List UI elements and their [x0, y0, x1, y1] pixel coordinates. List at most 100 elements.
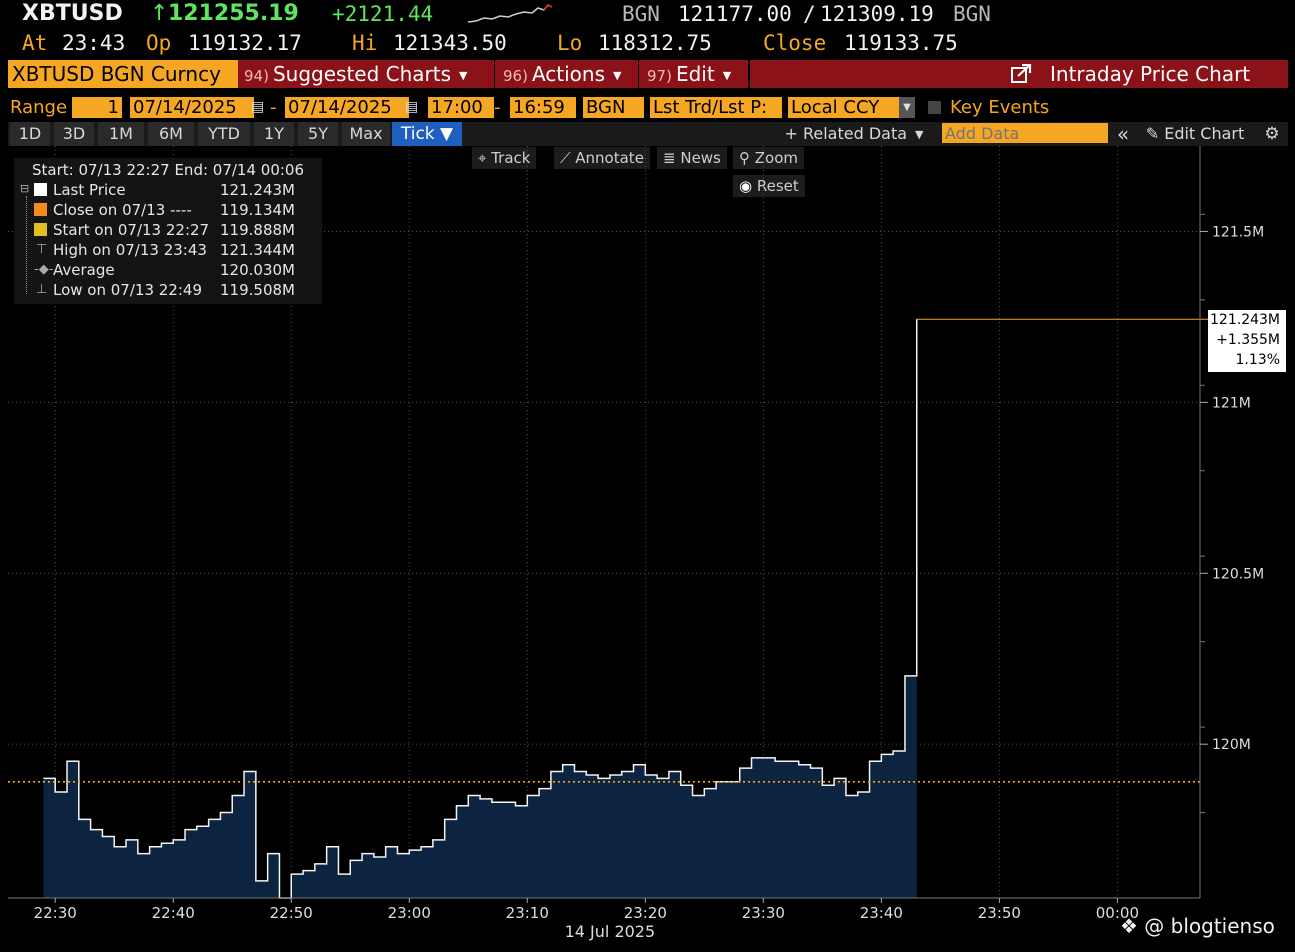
range-number-input[interactable]: 1: [72, 97, 122, 118]
flag-change: +1.355M: [1216, 332, 1280, 348]
tab-tick[interactable]: Tick ▼: [392, 122, 462, 146]
source-input[interactable]: BGN: [583, 97, 644, 118]
add-data-input[interactable]: [942, 123, 1108, 143]
legend-value: 121.243M: [220, 181, 295, 199]
track-button[interactable]: ⌖ Track: [472, 147, 537, 169]
pencil-icon: ⟋: [560, 149, 576, 167]
low-marker-icon: ⊥: [36, 282, 48, 297]
calendar-icon[interactable]: ▤: [405, 99, 419, 115]
reset-icon: ◉: [739, 177, 757, 195]
tab-1y[interactable]: 1Y: [254, 122, 294, 146]
caret-down-icon: ▼: [459, 68, 468, 82]
edit-chart-label: Edit Chart: [1164, 124, 1245, 143]
swatch: [34, 203, 47, 216]
x-tick-label: 23:20: [624, 904, 667, 922]
close-label: Close: [763, 31, 827, 55]
start-date-input[interactable]: 07/14/2025: [130, 97, 254, 118]
tab-1d[interactable]: 1D: [10, 122, 50, 146]
calendar-icon[interactable]: ▤: [251, 99, 265, 115]
crosshair-icon: ⌖: [478, 149, 492, 167]
low-label: Lo: [557, 31, 583, 55]
legend-value: 119.888M: [220, 221, 295, 239]
reset-label: Reset: [756, 177, 799, 195]
date-range-dash: -: [270, 97, 277, 118]
net-change: +2121.44: [332, 2, 434, 26]
up-arrow-icon: ↑: [150, 1, 169, 26]
security-field[interactable]: XBTUSD BGN Curncy: [8, 60, 238, 88]
legend-row-start[interactable]: Start on 07/13 22:27 119.888M: [14, 220, 314, 240]
divider: [748, 60, 750, 88]
actions-menu[interactable]: 96) Actions ▼: [494, 60, 621, 88]
bid-source: BGN: [622, 2, 660, 26]
caret-down-icon: ▼: [722, 68, 732, 82]
end-date-input[interactable]: 07/14/2025: [285, 97, 409, 118]
price-chart[interactable]: 120M 120.5M 121M 121.5M 22:30 22:40 22:50 23:0…: [0, 146, 1295, 952]
zoom-button[interactable]: ⚲ Zoom: [733, 147, 805, 169]
collapse-icon[interactable]: «: [1112, 122, 1134, 146]
caret-down-icon: ▼: [915, 127, 924, 141]
tab-6m[interactable]: 6M: [148, 122, 194, 146]
annotate-label: Annotate: [575, 149, 644, 167]
x-tick-label: 22:50: [270, 904, 313, 922]
x-tick-label: 00:00: [1096, 904, 1139, 922]
high-marker-icon: ⊤: [36, 242, 48, 257]
legend-value: 120.030M: [220, 261, 295, 279]
magnifier-icon: ⚲: [739, 149, 755, 167]
ask-price: 121309.19: [820, 2, 934, 26]
tab-1m[interactable]: 1M: [98, 122, 144, 146]
annotate-button[interactable]: ⟋ Annotate: [554, 147, 650, 169]
external-link-icon[interactable]: [1010, 64, 1032, 84]
legend-row-low[interactable]: ⊥ Low on 07/13 22:49 119.508M: [14, 280, 314, 300]
news-icon: ≣: [663, 149, 681, 167]
sparkline-icon: [467, 4, 553, 23]
key-events-checkbox[interactable]: [928, 101, 941, 114]
tab-ytd[interactable]: YTD: [198, 122, 250, 146]
edit-chart-button[interactable]: ✎ Edit Chart: [1140, 122, 1250, 146]
last-price-flag: 121.243M +1.355M 1.13%: [1208, 310, 1286, 372]
tab-max[interactable]: Max: [342, 122, 390, 146]
legend-name: Last Price: [53, 181, 126, 199]
diamond-logo-icon: ❖: [1120, 914, 1145, 938]
related-data-label: + Related Data: [784, 124, 908, 143]
start-time-input[interactable]: 17:00: [428, 97, 494, 118]
function-bar: XBTUSD BGN Curncy 94) Suggested Charts ▼ 9…: [8, 60, 1288, 88]
legend-name: High on 07/13 23:43: [53, 241, 207, 259]
collapse-legend-icon[interactable]: ⊟: [20, 182, 30, 195]
legend-row-average[interactable]: -◆- Average 120.030M: [14, 260, 314, 280]
watermark-text: @ blogtienso: [1144, 914, 1275, 938]
news-label: News: [680, 149, 721, 167]
zoom-label: Zoom: [754, 149, 799, 167]
legend-value: 119.508M: [220, 281, 295, 299]
currency-select[interactable]: Local CCY: [788, 97, 902, 118]
chevron-down-icon[interactable]: ▼: [899, 97, 915, 118]
open-value: 119132.17: [188, 31, 302, 55]
gear-icon[interactable]: ⚙: [1260, 122, 1284, 146]
x-axis-label: 14 Jul 2025: [565, 922, 656, 941]
news-button[interactable]: ≣ News: [657, 147, 727, 169]
legend-row-close[interactable]: Close on 07/13 ---- 119.134M: [14, 200, 314, 220]
ticker: XBTUSD: [22, 1, 123, 26]
reset-button[interactable]: ◉ Reset: [733, 175, 805, 197]
tab-5y[interactable]: 5Y: [298, 122, 338, 146]
legend-row-last-price[interactable]: Last Price 121.243M: [14, 180, 314, 200]
low-value: 118312.75: [598, 31, 712, 55]
legend-row-high[interactable]: ⊤ High on 07/13 23:43 121.344M: [14, 240, 314, 260]
close-value: 119133.75: [844, 31, 958, 55]
suggested-charts-menu[interactable]: 94) Suggested Charts ▼: [244, 60, 468, 88]
field-select[interactable]: Lst Trd/Lst P:: [650, 97, 782, 118]
bid-ask-separator: /: [803, 2, 816, 26]
end-time-input[interactable]: 16:59: [510, 97, 576, 118]
watermark: ❖ @ blogtienso: [1120, 914, 1275, 938]
swatch: [34, 223, 47, 236]
tree-line: [26, 196, 28, 294]
range-label: Range: [10, 97, 68, 118]
legend-name: Average: [53, 261, 115, 279]
menu-label: Suggested Charts: [272, 62, 452, 86]
related-data-menu[interactable]: + Related Data ▼: [774, 122, 934, 146]
legend-value: 121.344M: [220, 241, 295, 259]
edit-menu[interactable]: 97) Edit ▼: [638, 60, 731, 88]
x-tick-label: 23:30: [742, 904, 785, 922]
legend-name: Close on 07/13 ----: [53, 201, 192, 219]
tab-3d[interactable]: 3D: [54, 122, 94, 146]
price-area: [43, 319, 917, 898]
